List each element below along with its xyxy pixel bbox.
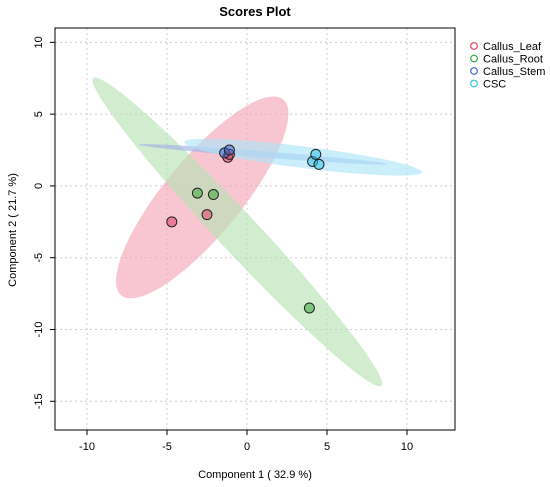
x-tick-label: 5 (324, 441, 330, 453)
legend-label-callus-leaf: Callus_Leaf (483, 41, 542, 53)
y-tick-label: 0 (33, 183, 45, 189)
x-tick-label: -5 (162, 441, 172, 453)
data-point-csc (313, 158, 325, 170)
data-point-callus-leaf (201, 209, 213, 221)
legend-marker-callus-stem (470, 67, 478, 75)
y-tick-label: 10 (33, 36, 45, 48)
chart-title: Scores Plot (219, 4, 291, 19)
legend-label-callus-root: Callus_Root (483, 54, 543, 66)
plot-frame (54, 27, 456, 431)
plot-area: -10 -5 0 5 10 -15 -10 -5 0 5 10 (33, 27, 456, 453)
data-point-csc (310, 148, 322, 160)
legend-label-csc: CSC (483, 79, 506, 91)
data-point-callus-root (191, 187, 203, 199)
confidence-ellipse-csc (184, 138, 422, 176)
legend-marker-csc (470, 79, 478, 88)
y-tick-label: -15 (33, 393, 45, 409)
data-point-callus-root (207, 189, 219, 201)
legend-label-callus-stem: Callus_Stem (483, 66, 545, 78)
legend-marker-callus-root (470, 54, 478, 63)
data-point-callus-root (303, 302, 315, 314)
x-tick-label: 10 (401, 441, 413, 453)
data-point-callus-stem (223, 144, 235, 156)
x-tick-label: 0 (244, 441, 250, 453)
data-point-callus-leaf (166, 216, 178, 228)
y-tick-label: -10 (33, 322, 45, 338)
y-axis-title: Component 2 ( 21.7 %) (7, 173, 19, 287)
x-tick-label: -10 (79, 441, 95, 453)
y-tick-label: -5 (33, 253, 45, 263)
legend-marker-callus-leaf (470, 42, 478, 50)
y-tick-label: 5 (33, 111, 45, 117)
x-axis-title: Component 1 ( 32.9 %) (198, 469, 312, 481)
